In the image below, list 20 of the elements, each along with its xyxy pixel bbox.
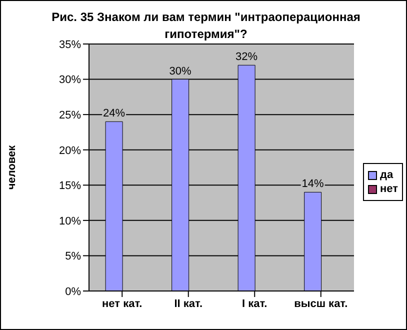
y-tick-label: 25% <box>58 109 82 122</box>
data-label: 24% <box>103 108 126 120</box>
y-tick-label: 30% <box>58 74 82 86</box>
y-tick-label: 15% <box>58 180 82 192</box>
x-tick-label: II кат. <box>174 298 203 310</box>
y-axis-title: человек <box>6 144 18 190</box>
x-tick-label: нет кат. <box>102 298 142 310</box>
y-tick-label: 20% <box>58 144 82 157</box>
y-tick-label: 10% <box>58 215 82 228</box>
x-tick-label: высш кат. <box>294 298 348 310</box>
x-tick-label: I кат. <box>242 298 268 310</box>
legend-label: нет <box>380 183 398 195</box>
data-label: 32% <box>236 51 258 64</box>
legend-label: да <box>380 169 394 181</box>
y-tick-label: 5% <box>65 250 82 263</box>
y-tick-label: 35% <box>58 38 82 51</box>
data-label: 30% <box>169 65 192 78</box>
data-label: 14% <box>302 178 324 190</box>
y-tick-label: 0% <box>65 286 82 298</box>
chart-title: Рис. 35 Знаком ли вам термин "интраоперационная гипотермия"? <box>52 10 360 41</box>
